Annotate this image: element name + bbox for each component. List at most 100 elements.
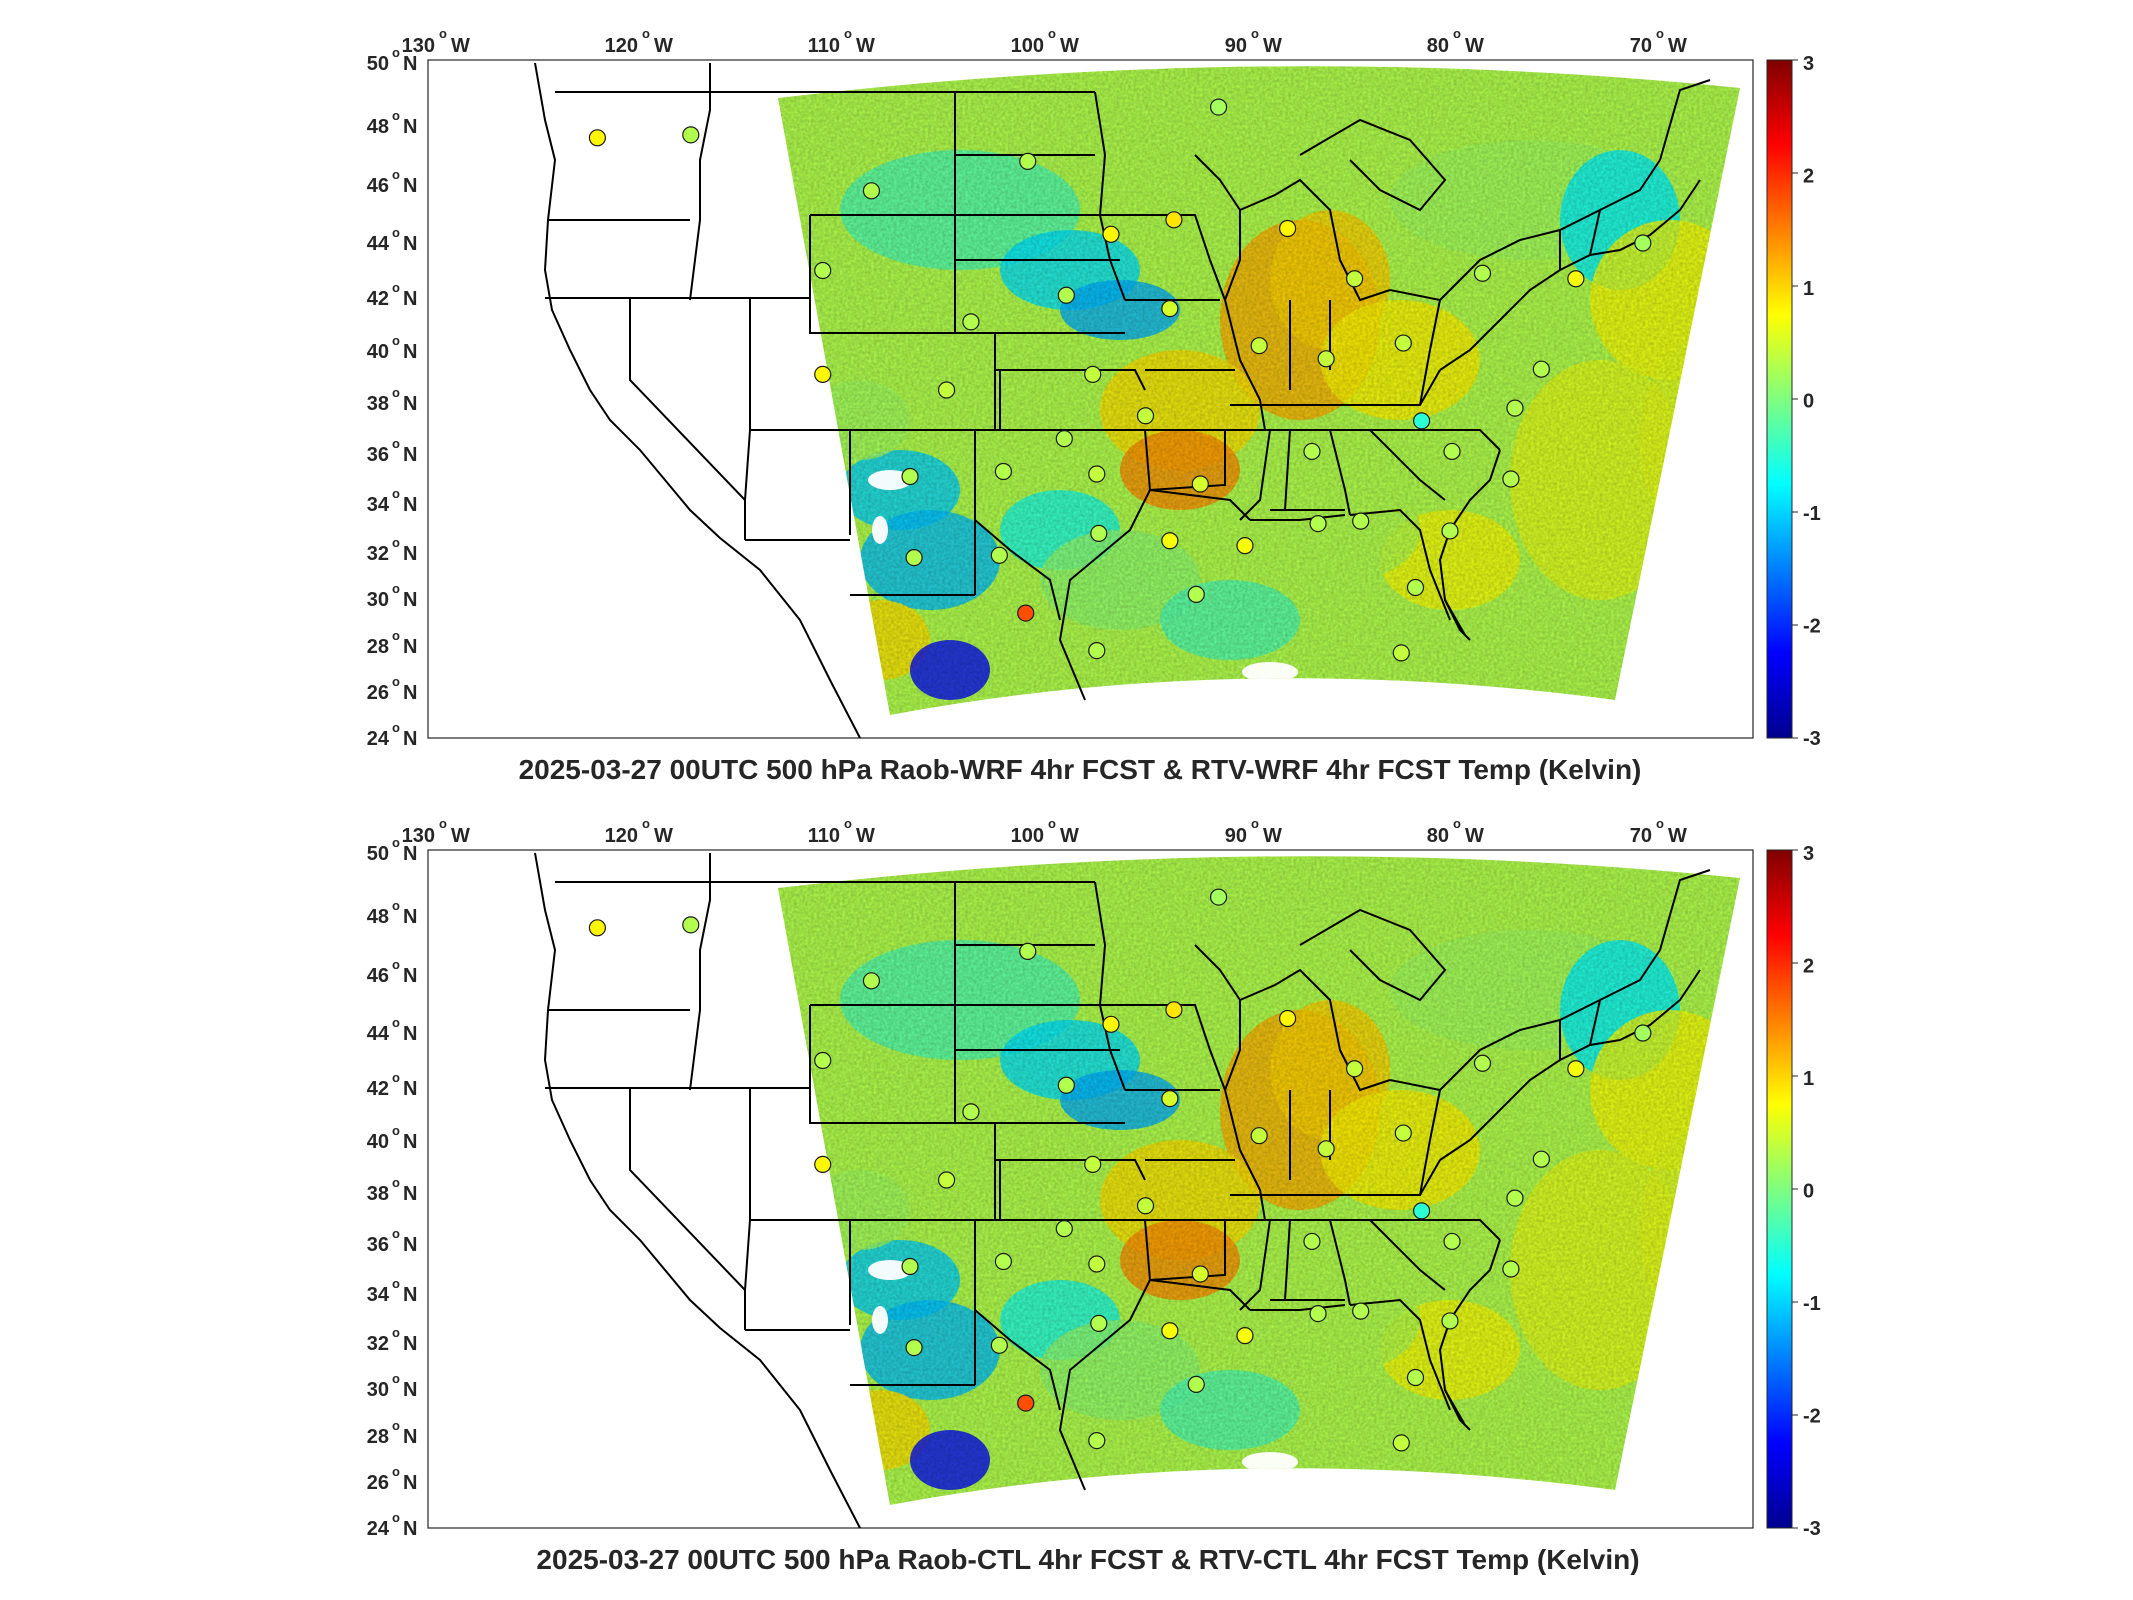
raob-station-markers [588,888,1652,1452]
degree-symbol: o [844,26,852,41]
lat-tick-direction: N [403,682,417,704]
raob-station [1473,264,1492,282]
state-line [1058,1279,1151,1491]
lon-tick-label: 130 [402,35,435,57]
raob-station [1506,1189,1524,1207]
degree-symbol: o [392,535,400,550]
state-line [1329,1219,1351,1306]
state-line [1438,449,1501,641]
state-line [1444,1389,1466,1426]
raob-station [1161,300,1179,318]
state-line [689,63,711,301]
raob-station [1055,430,1073,448]
raob-station [1019,152,1037,170]
colorbar-tick-label: 1 [1803,278,1814,300]
state-line [1439,969,1701,1161]
lat-tick-label: 36 [367,1234,389,1256]
state-line [1389,1079,1442,1196]
lon-tick-direction: W [654,825,673,847]
degree-symbol: o [1251,26,1259,41]
degree-symbol: o [392,333,400,348]
raob-station [1394,1124,1412,1142]
lon-tick-direction: W [451,35,470,57]
lat-tick-label: 44 [367,233,390,255]
state-line [1439,179,1701,371]
lon-tick-label: 120 [605,35,638,57]
degree-symbol: o [1453,26,1461,41]
raob-station [1532,360,1550,378]
degree-symbol: o [642,816,650,831]
panel-title: 2025-03-27 00UTC 500 hPa Raob-CTL 4hr FC… [536,1544,1639,1575]
colorbar-tick-label: -3 [1803,1518,1821,1540]
raob-station [1187,1375,1205,1394]
lat-tick-label: 42 [367,288,389,310]
raob-station [1102,225,1120,243]
degree-symbol: o [392,898,400,913]
raob-station [1102,1015,1120,1033]
colorbar [1766,59,1793,739]
state-line [1094,91,1107,216]
degree-symbol: o [392,486,400,501]
state-line [1224,1089,1266,1221]
state-line [1145,1219,1226,1281]
lat-tick-direction: N [403,1023,417,1045]
lat-tick-direction: N [403,116,417,138]
lon-tick-label: 80 [1427,825,1449,847]
colorbar-tick-label: 3 [1803,843,1814,865]
raob-station [1441,1312,1459,1330]
lat-tick-direction: N [403,843,417,865]
raob-station [1090,1314,1108,1333]
raob-station [1473,1054,1492,1072]
raob-station [1532,1150,1550,1168]
lat-tick-direction: N [403,906,417,928]
degree-symbol: o [392,280,400,295]
raob-station [862,972,881,990]
colorbar-tick-label: 0 [1803,1181,1814,1203]
degree-symbol: o [392,1015,400,1030]
lon-tick-label: 90 [1225,35,1247,57]
raob-station [1392,644,1410,662]
degree-symbol: o [392,1070,400,1085]
raob-station [1441,522,1459,540]
raob-station [814,1051,832,1070]
lon-tick-direction: W [1465,35,1484,57]
lat-tick-direction: N [403,393,417,415]
degree-symbol: o [392,225,400,240]
degree-symbol: o [392,1175,400,1190]
raob-station [901,467,919,486]
lat-tick-label: 50 [367,843,389,865]
lat-tick-label: 38 [367,393,389,415]
raob-station [905,548,923,567]
lat-tick-label: 36 [367,444,389,466]
lon-tick-direction: W [1060,35,1079,57]
lon-tick-label: 70 [1630,825,1652,847]
lat-tick-label: 32 [367,1333,389,1355]
panel-title: 2025-03-27 00UTC 500 hPa Raob-WRF 4hr FC… [519,754,1642,785]
degree-symbol: o [1656,26,1664,41]
raob-station [1136,407,1155,425]
lat-tick-direction: N [403,175,417,197]
colorbar-tick-label: -1 [1803,503,1821,525]
state-line [1444,599,1466,636]
degree-symbol: o [392,385,400,400]
lon-tick-label: 120 [605,825,638,847]
degree-symbol: o [392,581,400,596]
state-line [534,852,861,1528]
raob-station [1055,1220,1073,1238]
state-line [1299,908,1447,1002]
raob-station [1406,1368,1425,1387]
raob-station [1502,1260,1520,1278]
state-line [534,62,861,738]
colorbar-tick-label: 1 [1803,1068,1814,1090]
raob-station [1412,412,1431,430]
raob-station [1191,1265,1209,1283]
state-line [1438,1239,1501,1431]
state-line [1100,1004,1226,1091]
raob-station [1088,465,1106,483]
lon-tick-direction: W [1263,825,1282,847]
lat-tick-direction: N [403,341,417,363]
lat-tick-label: 48 [367,906,389,928]
